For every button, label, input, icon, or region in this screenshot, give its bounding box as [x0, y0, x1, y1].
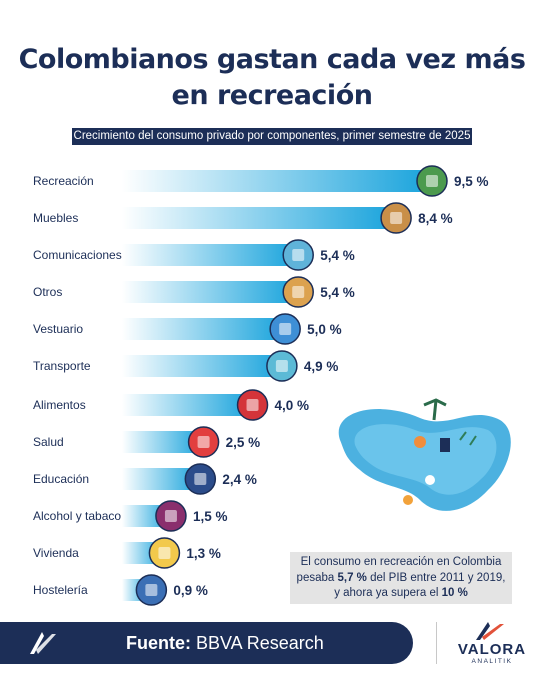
category-label: Alcohol y tabaco — [33, 509, 121, 523]
category-label: Vivienda — [33, 546, 79, 560]
note-line-3: y ahora ya supera el 10 % — [334, 587, 468, 599]
pool-illustration — [338, 398, 511, 511]
title-line-2: en recreación — [171, 80, 373, 111]
valora-mark-icon — [30, 632, 56, 654]
icon-glyph — [246, 399, 259, 411]
brand-name: VALORA — [457, 641, 527, 658]
value-label: 8,4 % — [418, 211, 453, 226]
note-line-1: El consumo en recreación en Colombia — [300, 556, 502, 568]
value-label: 5,4 % — [320, 285, 355, 300]
bar — [122, 431, 204, 453]
category-label: Comunicaciones — [33, 248, 122, 262]
category-label: Vestuario — [33, 322, 83, 336]
category-label: Alimentos — [33, 398, 86, 412]
category-label: Recreación — [33, 174, 94, 188]
value-label: 4,0 % — [275, 398, 310, 413]
category-label: Otros — [33, 285, 62, 299]
value-label: 1,5 % — [193, 509, 228, 524]
category-label: Transporte — [33, 359, 91, 373]
icon-glyph — [292, 286, 305, 298]
value-label: 5,0 % — [307, 322, 342, 337]
category-label: Muebles — [33, 211, 78, 225]
icon-glyph — [275, 360, 288, 372]
source-footer: Fuente: BBVA Research — [0, 622, 413, 664]
bar — [122, 170, 432, 192]
bar — [122, 281, 299, 303]
bar-chart: Recreación 9,5 % Muebles 8,4 % Comunicacione… — [33, 165, 511, 606]
category-label: Hostelería — [33, 583, 88, 597]
bar — [122, 394, 253, 416]
category-label: Educación — [33, 472, 89, 486]
valora-logo-icon — [476, 622, 504, 640]
insight-note: El consumo en recreación en Colombia pes… — [290, 552, 512, 604]
icon-glyph — [426, 175, 438, 187]
value-label: 1,3 % — [186, 546, 221, 561]
source-text: Fuente: BBVA Research — [126, 633, 324, 653]
icon-glyph — [194, 473, 207, 485]
category-label: Salud — [33, 435, 64, 449]
bar — [122, 244, 299, 266]
footer-divider — [436, 622, 437, 664]
icon-glyph — [197, 436, 210, 448]
page-title: Colombianos gastan cada vez más en recre… — [0, 42, 544, 114]
icon-glyph — [158, 547, 171, 559]
bar — [122, 468, 201, 490]
value-label: 4,9 % — [304, 359, 339, 374]
value-label: 2,4 % — [222, 472, 257, 487]
icon-glyph — [145, 584, 158, 596]
value-label: 9,5 % — [454, 174, 489, 189]
value-label: 0,9 % — [173, 583, 208, 598]
value-label: 2,5 % — [226, 435, 261, 450]
icon-glyph — [292, 249, 305, 261]
icon-glyph — [164, 510, 177, 522]
note-line-2: pesaba 5,7 % del PIB entre 2011 y 2019, — [296, 571, 506, 584]
icon-glyph — [390, 212, 403, 224]
bar — [122, 355, 282, 377]
icon-glyph — [279, 323, 292, 335]
value-label: 5,4 % — [320, 248, 355, 263]
brand-subname: ANALITIK — [471, 658, 513, 665]
bar — [122, 207, 397, 229]
bar — [122, 318, 286, 340]
title-line-1: Colombianos gastan cada vez más — [18, 44, 526, 75]
chart-subtitle: Crecimiento del consumo privado por comp… — [72, 128, 472, 145]
